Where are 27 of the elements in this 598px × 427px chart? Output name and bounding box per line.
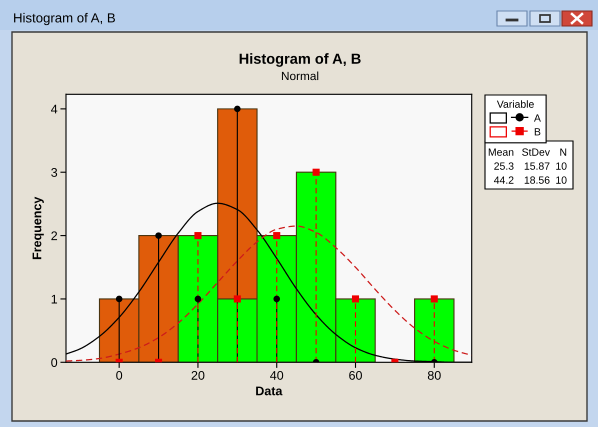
text: 44.2 <box>494 176 514 184</box>
text: 15.87 <box>524 162 550 170</box>
text: 10 <box>556 162 567 170</box>
text: 10 <box>556 176 567 184</box>
y-tick-label: 4 <box>51 104 58 114</box>
y-axis-title: Frequency <box>32 196 44 260</box>
x-axis-title: Data <box>256 386 282 396</box>
legend-label: A <box>534 114 541 122</box>
text: Mean <box>488 148 514 156</box>
legend-title: Variable <box>496 100 534 108</box>
y-tick-label: 0 <box>51 358 58 367</box>
x-tick-label: 0 <box>116 370 122 380</box>
x-tick-label: 80 <box>428 370 441 380</box>
legend-label: B <box>534 128 540 136</box>
x-tick-label: 40 <box>270 370 284 380</box>
x-tick-label: 20 <box>192 370 204 380</box>
y-tick-label: 1 <box>52 294 58 304</box>
y-tick-label: 3 <box>51 168 58 177</box>
chart-title: Histogram of A, B <box>240 53 361 67</box>
text: 18.56 <box>524 176 550 184</box>
text: N <box>560 148 566 156</box>
chart-subtitle: Normal <box>282 72 318 80</box>
text: StDev <box>522 148 550 156</box>
y-tick-label: 2 <box>51 231 58 240</box>
text: 25.3 <box>494 162 514 170</box>
text: Histogram of A, B <box>14 12 115 26</box>
x-tick-label: 60 <box>349 370 362 380</box>
